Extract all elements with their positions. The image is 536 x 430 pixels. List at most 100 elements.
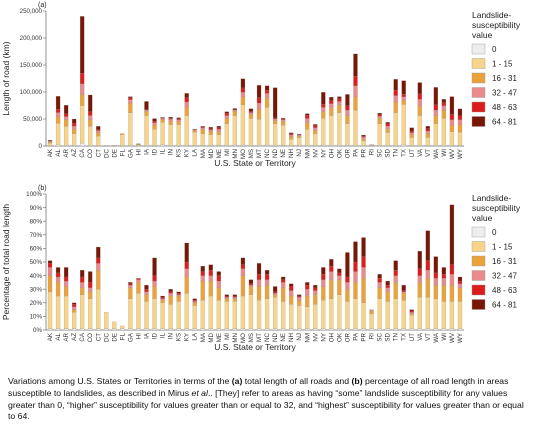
- bar-segment-pa-1-15: [353, 298, 358, 329]
- x-tick-label: KS: [176, 149, 183, 157]
- bar-segment-al-1-15: [55, 295, 61, 329]
- bar-segment-ky-16-31: [184, 276, 189, 294]
- bar-segment-sc-1-15: [377, 123, 382, 146]
- bar-segment-ga-48-63: [128, 283, 133, 286]
- x-tick-label: IN: [168, 149, 175, 155]
- bar-segment-ct-32-47: [96, 263, 101, 271]
- bar-segment-wy-48-63: [457, 280, 463, 284]
- bar-segment-md-48-63: [208, 270, 213, 276]
- x-tick-label: NH: [288, 333, 295, 342]
- bar-segment-tx-1-15: [401, 104, 406, 146]
- x-tick-label: DC: [103, 332, 110, 341]
- bar-segment-ut-16-31: [409, 134, 414, 138]
- x-tick-label: SD: [385, 332, 392, 341]
- bar-segment-ut-32-47: [409, 132, 414, 135]
- x-tick-label: PR: [361, 332, 368, 341]
- bar-segment-sc-64-81: [377, 112, 382, 115]
- bar-segment-ms-0: [248, 328, 254, 331]
- bar-segment-ca-1-15: [80, 105, 85, 144]
- legend-swatch-1-15: [471, 241, 486, 252]
- x-tick-label: NE: [280, 333, 287, 342]
- bar-segment-mo-1-15: [240, 104, 246, 146]
- bar-segment-wa-64-81: [433, 87, 438, 105]
- bar-segment-ms-64-81: [248, 108, 254, 112]
- x-tick-label: CA: [79, 332, 86, 341]
- y-tick-label: 10%: [30, 314, 43, 321]
- bar-segment-mi-16-31: [224, 118, 229, 124]
- x-tick-label: FL: [119, 332, 126, 340]
- bar-segment-co-0: [88, 145, 93, 147]
- bar-segment-ne-48-63: [281, 279, 286, 283]
- x-tick-label: MD: [208, 148, 215, 158]
- bar-segment-nh-48-63: [289, 133, 294, 136]
- bar-segment-wi-0: [441, 328, 447, 331]
- bar-segment-ok-32-47: [337, 101, 342, 105]
- x-tick-label: MA: [200, 332, 207, 342]
- bar-segment-ga-1-15: [128, 298, 133, 329]
- bar-segment-vt-64-81: [425, 126, 430, 129]
- bar-segment-pr-16-31: [361, 138, 366, 142]
- bar-segment-pa-1-15: [353, 109, 358, 146]
- bar-segment-mt-48-63: [256, 274, 262, 280]
- bar-segment-ct-16-31: [96, 132, 101, 137]
- bar-segment-mt-16-31: [256, 286, 262, 301]
- x-tick-label: ND: [272, 148, 279, 157]
- x-tick-label: AR: [63, 148, 70, 157]
- bar-segment-ar-64-81: [63, 267, 69, 278]
- bar-segment-va-16-31: [417, 282, 422, 298]
- bar-segment-oh-32-47: [329, 271, 334, 280]
- bar-segment-ny-48-63: [321, 274, 326, 280]
- x-tick-label: WI: [441, 149, 448, 157]
- bar-segment-in-16-31: [168, 295, 173, 305]
- bar-segment-ar-16-31: [63, 119, 69, 127]
- x-tick-label: TN: [393, 149, 400, 157]
- bar-segment-me-64-81: [216, 271, 221, 276]
- bar-segment-mi-64-81: [224, 294, 229, 297]
- bar-segment-al-64-81: [55, 267, 61, 273]
- bar-segment-wy-1-15: [457, 301, 463, 329]
- bar-segment-az-1-15: [72, 312, 77, 329]
- bar-segment-wa-1-15: [433, 123, 438, 146]
- bar-segment-nv-1-15: [313, 304, 318, 329]
- bar-segment-mi-64-81: [224, 111, 229, 114]
- bar-segment-sd-64-81: [385, 280, 390, 286]
- y-tick-label: 50,000: [23, 116, 42, 123]
- bar-segment-al-32-47: [55, 276, 61, 283]
- legend-title: Landslide-: [472, 193, 511, 203]
- x-tick-label: IA: [143, 148, 150, 155]
- bar-segment-wi-48-63: [441, 274, 447, 279]
- bar-segment-in-0: [168, 145, 173, 147]
- bar-segment-al-48-63: [55, 109, 61, 113]
- bar-segment-id-1-15: [152, 129, 157, 146]
- bar-segment-wi-16-31: [441, 109, 447, 119]
- bar-segment-wa-1-15: [433, 298, 438, 329]
- bar-segment-ia-48-63: [144, 289, 149, 293]
- bar-segment-mo-32-47: [240, 92, 246, 97]
- x-tick-label: MT: [256, 149, 263, 158]
- bar-segment-ny-64-81: [321, 92, 326, 105]
- x-tick-label: VT: [425, 333, 432, 341]
- bar-segment-nc-1-15: [264, 298, 270, 329]
- bar-segment-md-1-15: [208, 295, 213, 329]
- bar-segment-ca-0: [80, 143, 85, 147]
- bar-segment-sd-48-63: [385, 285, 390, 288]
- x-tick-label: VA: [417, 148, 424, 157]
- bar-segment-md-1-15: [208, 134, 213, 146]
- bar-segment-wv-64-81: [449, 96, 455, 115]
- bar-segment-wv-16-31: [449, 125, 455, 132]
- bar-segment-ne-0: [281, 328, 286, 331]
- bar-segment-oh-1-15: [329, 115, 334, 146]
- bar-segment-ut-16-31: [409, 313, 414, 316]
- bar-segment-ok-1-15: [337, 112, 342, 146]
- bar-segment-wi-48-63: [441, 102, 447, 106]
- bar-segment-sc-0: [377, 328, 382, 331]
- legend-swatch-48-63: [471, 101, 486, 113]
- bar-segment-nv-64-81: [313, 285, 318, 288]
- bar-segment-in-32-47: [168, 293, 173, 297]
- bar-segment-la-16-31: [192, 130, 197, 133]
- bar-segment-hi-1-15: [136, 293, 141, 329]
- y-tick-label: 40%: [30, 273, 43, 280]
- x-tick-label: UT: [409, 333, 416, 341]
- bar-segment-sc-16-31: [377, 287, 382, 299]
- bar-segment-me-1-15: [216, 299, 221, 329]
